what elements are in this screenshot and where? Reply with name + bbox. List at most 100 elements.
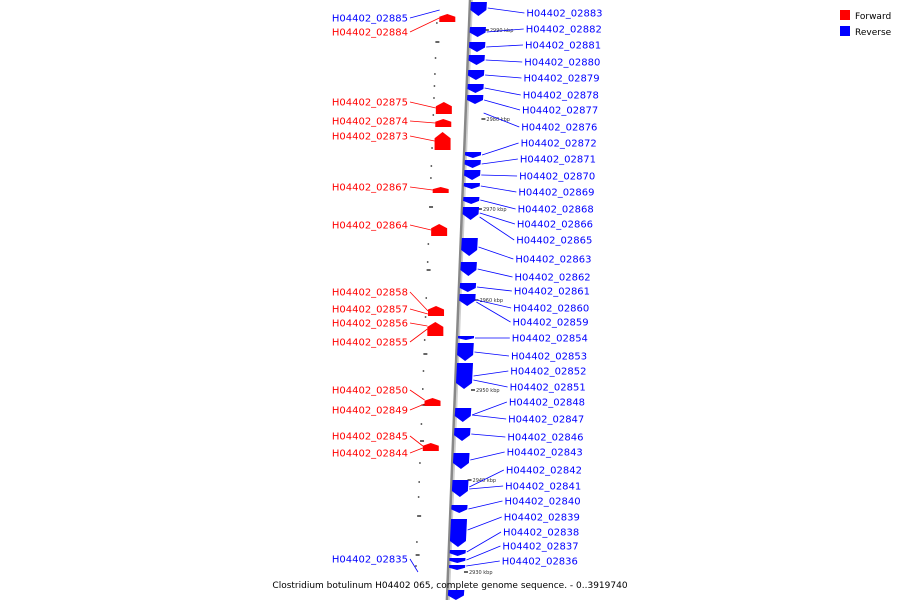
forward-gene-label: H04402_02857: [332, 305, 408, 316]
label-leader-line: [483, 112, 520, 128]
label-leader-line: [476, 299, 512, 309]
forward-gene-arrow: [424, 398, 441, 406]
label-leader-line: [486, 28, 524, 33]
label-leader-line: [480, 185, 517, 193]
reverse-gene-arrow: [459, 294, 476, 306]
label-leader-line: [409, 328, 428, 343]
reverse-gene-arrow: [449, 550, 466, 556]
reverse-gene-arrow: [470, 2, 487, 16]
reverse-gene-label: H04402_02846: [507, 433, 583, 444]
reverse-gene-label: H04402_02865: [516, 236, 592, 247]
legend-forward-label: Forward: [855, 12, 891, 22]
label-leader-line: [476, 301, 511, 323]
reverse-gene-arrow: [452, 453, 470, 469]
reverse-gene-label: H04402_02841: [505, 482, 581, 493]
reverse-gene-arrow: [457, 343, 474, 361]
label-leader-line: [471, 414, 507, 420]
forward-gene-label: H04402_02845: [332, 432, 408, 443]
legend-reverse-label: Reverse: [855, 28, 892, 38]
reverse-gene-label: H04402_02840: [504, 497, 580, 508]
forward-gene-label: H04402_02873: [332, 132, 408, 143]
label-leader-line: [409, 101, 436, 109]
reverse-gene-arrow: [456, 363, 474, 389]
label-leader-line: [409, 120, 436, 124]
reverse-gene-label: H04402_02879: [523, 74, 599, 85]
legend-forward-swatch: [840, 10, 850, 20]
reverse-gene-label: H04402_02861: [514, 287, 590, 298]
forward-gene-label: H04402_02858: [332, 288, 408, 299]
reverse-gene-label: H04402_02877: [522, 106, 598, 117]
forward-gene-arrow: [428, 306, 445, 316]
reverse-gene-label: H04402_02881: [525, 41, 601, 52]
label-leader-line: [485, 59, 523, 63]
label-leader-line: [484, 87, 521, 96]
label-leader-line: [470, 451, 505, 461]
reverse-gene-arrow: [449, 565, 466, 570]
forward-gene-arrow: [431, 224, 448, 236]
reverse-gene-label: H04402_02853: [511, 352, 587, 363]
forward-gene-label: H04402_02835: [332, 555, 408, 566]
label-leader-line: [478, 246, 514, 260]
reverse-gene-label: H04402_02851: [510, 383, 586, 394]
forward-gene-label: H04402_02855: [332, 338, 408, 349]
reverse-gene-label: H04402_02838: [503, 528, 579, 539]
reverse-gene-arrow: [468, 42, 486, 52]
reverse-gene-arrow: [464, 160, 481, 168]
label-leader-line: [474, 351, 510, 357]
reverse-gene-label: H04402_02869: [518, 188, 594, 199]
reverse-gene-label: H04402_02883: [526, 9, 602, 20]
forward-gene-label: H04402_02885: [332, 14, 408, 25]
reverse-gene-label: H04402_02842: [506, 466, 582, 477]
forward-gene-arrow: [427, 322, 444, 336]
label-leader-line: [471, 401, 508, 416]
reverse-gene-arrow: [451, 505, 468, 513]
reverse-gene-arrow: [466, 95, 484, 104]
label-leader-line: [487, 7, 525, 14]
label-leader-line: [484, 99, 521, 111]
forward-gene-arrow: [432, 187, 449, 193]
label-leader-line: [467, 516, 502, 531]
reverse-gene-arrow: [449, 519, 468, 547]
reverse-gene-label: H04402_02852: [510, 367, 586, 378]
reverse-gene-label: H04402_02882: [526, 25, 602, 36]
label-leader-line: [409, 224, 432, 231]
reverse-gene-arrow: [457, 336, 475, 340]
reverse-gene-label: H04402_02854: [512, 334, 588, 345]
label-leader-line: [409, 447, 423, 454]
reverse-gene-arrow: [467, 84, 484, 93]
reverse-gene-arrow: [451, 480, 469, 497]
label-leader-line: [409, 9, 440, 19]
reverse-gene-arrow: [454, 428, 471, 441]
label-leader-line: [469, 485, 504, 490]
reverse-gene-label: H04402_02868: [518, 205, 594, 216]
forward-gene-label: H04402_02874: [332, 117, 408, 128]
forward-gene-label: H04402_02875: [332, 98, 408, 109]
forward-gene-label: H04402_02864: [332, 221, 408, 232]
forward-gene-arrow: [435, 102, 452, 114]
kbp-tick-label: 2970 kbp: [483, 207, 507, 213]
reverse-gene-arrow: [454, 408, 472, 422]
label-leader-line: [409, 17, 440, 33]
forward-gene-label: H04402_02850: [332, 386, 408, 397]
label-leader-line: [477, 268, 513, 278]
map-caption: Clostridium botulinum H04402 065, comple…: [272, 581, 627, 591]
reverse-gene-arrow: [467, 70, 485, 80]
label-leader-line: [466, 531, 502, 553]
forward-gene-label: H04402_02867: [332, 183, 408, 194]
reverse-gene-label: H04402_02848: [509, 398, 585, 409]
label-leader-line: [481, 174, 518, 177]
label-leader-line: [481, 158, 518, 165]
reverse-gene-label: H04402_02837: [502, 542, 578, 553]
reverse-gene-label: H04402_02863: [515, 255, 591, 266]
label-leader-line: [485, 74, 522, 79]
reverse-gene-arrow: [460, 262, 477, 276]
label-leader-line: [409, 291, 429, 312]
kbp-tick-label: 2940 kbp: [473, 478, 497, 484]
reverse-gene-arrow: [449, 558, 466, 563]
reverse-gene-label: H04402_02843: [507, 448, 583, 459]
label-leader-line: [409, 435, 424, 447]
reverse-gene-label: H04402_02836: [502, 557, 578, 568]
reverse-gene-arrow: [459, 283, 477, 292]
forward-gene-arrow: [422, 443, 439, 451]
